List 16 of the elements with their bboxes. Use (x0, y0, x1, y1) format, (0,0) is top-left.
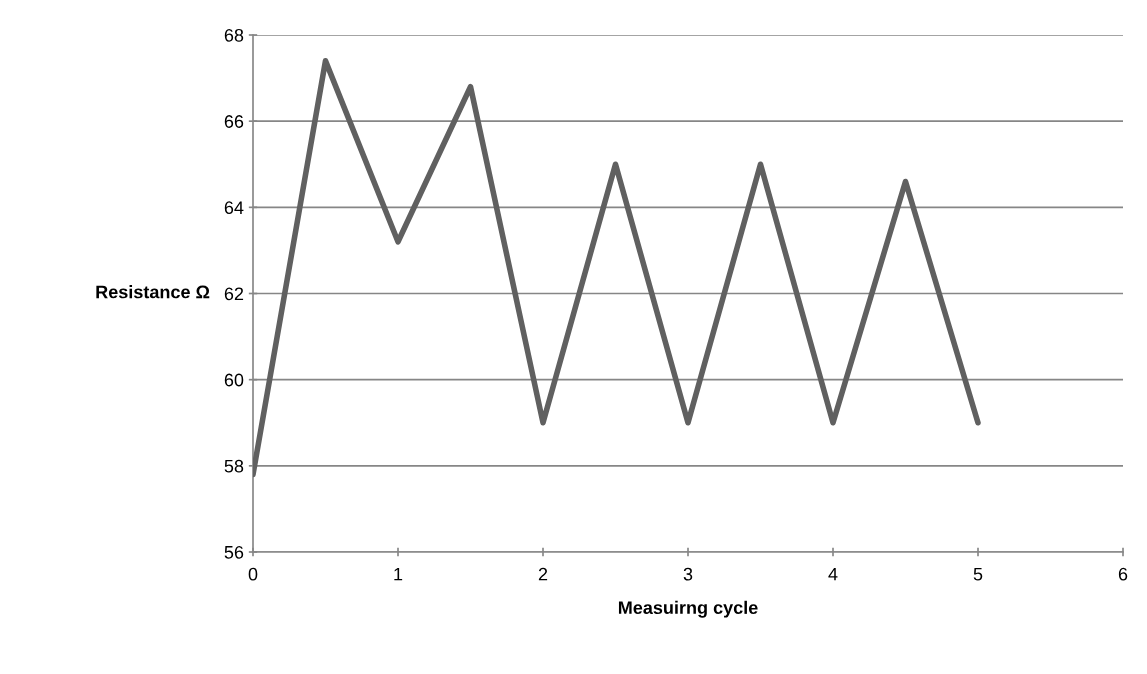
y-tick-label: 66 (224, 115, 244, 128)
x-axis-title: Measuirng cycle (618, 600, 758, 618)
x-tick-label: 5 (973, 567, 983, 581)
x-tick-label: 6 (1118, 567, 1128, 581)
x-tick-label: 4 (828, 567, 838, 581)
y-tick-label: 56 (224, 545, 244, 559)
x-tick-label: 0 (248, 567, 258, 581)
y-tick-label: 64 (224, 201, 244, 215)
y-tick-label: 68 (224, 28, 244, 42)
y-tick-label: 60 (224, 373, 244, 387)
y-tick-label: 58 (224, 459, 244, 473)
y-tick-label: 62 (224, 287, 244, 301)
x-tick-label: 1 (394, 567, 403, 581)
x-tick-label: 2 (538, 567, 548, 581)
y-axis-title: Resistance Ω (96, 285, 210, 299)
x-tick-label: 3 (683, 567, 693, 581)
